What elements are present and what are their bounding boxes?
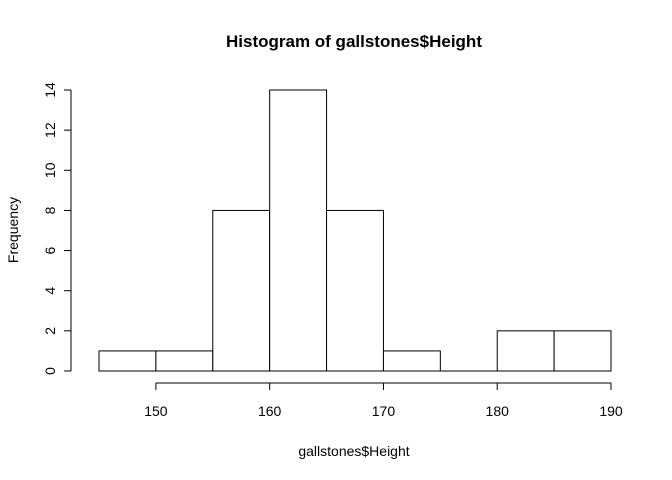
y-tick-label: 0 — [42, 367, 58, 375]
x-tick-label: 160 — [258, 403, 282, 419]
x-axis: 150 160 170 180 190 — [144, 382, 623, 419]
histogram-bar-145-150 — [98, 350, 157, 372]
x-tick-label: 180 — [486, 403, 510, 419]
y-tick-label: 4 — [42, 287, 58, 295]
y-tick-label: 2 — [42, 327, 58, 335]
y-tick-label: 8 — [42, 206, 58, 214]
x-tick-label: 170 — [372, 403, 396, 419]
x-tick-label: 150 — [144, 403, 168, 419]
y-axis: 0 2 4 6 8 10 12 14 — [42, 82, 72, 375]
y-tick-label: 10 — [42, 162, 58, 178]
chart-title: Histogram of gallstones$Height — [226, 32, 482, 51]
y-axis-label: Frequency — [5, 197, 21, 263]
x-axis-label: gallstones$Height — [298, 443, 409, 459]
histogram-bar-165-170 — [326, 209, 384, 372]
bars-layer — [98, 89, 612, 372]
histogram-bar-150-155 — [155, 350, 214, 372]
x-tick-label: 190 — [599, 403, 623, 419]
y-tick-label: 12 — [42, 122, 58, 138]
y-tick-label: 6 — [42, 246, 58, 254]
histogram-bar-160-165 — [269, 89, 328, 372]
histogram-bar-170-175 — [382, 350, 441, 372]
histogram-bar-185-190 — [553, 330, 612, 372]
y-tick-label: 14 — [42, 82, 58, 98]
histogram-bar-155-160 — [212, 209, 271, 372]
histogram-bar-180-185 — [496, 330, 555, 372]
